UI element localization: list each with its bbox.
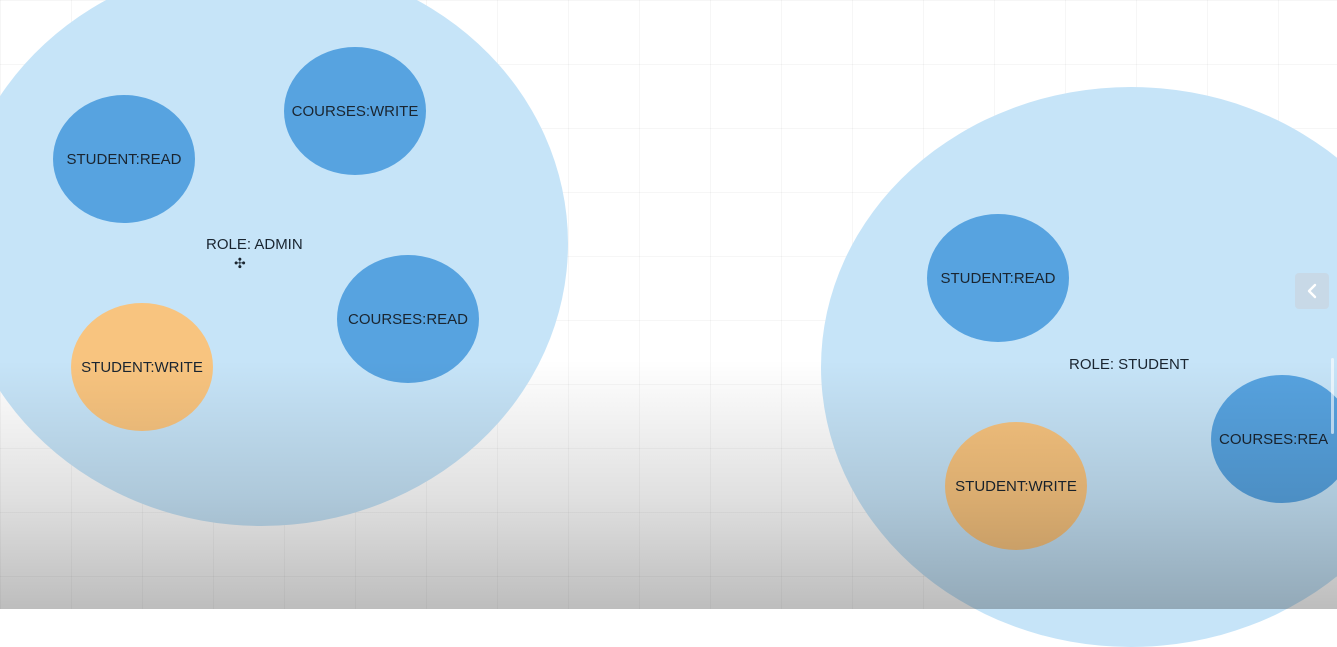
permission-student-read[interactable]: STUDENT:READ <box>53 95 195 223</box>
role-admin-label: ROLE: ADMIN <box>206 236 303 253</box>
collapse-panel-button[interactable] <box>1295 273 1329 309</box>
permission-student-read[interactable]: STUDENT:READ <box>927 214 1069 342</box>
permission-label: STUDENT:WRITE <box>81 358 203 376</box>
permission-student-write[interactable]: STUDENT:WRITE <box>71 303 213 431</box>
permission-courses-read[interactable]: COURSES:READ <box>337 255 479 383</box>
permission-student-write[interactable]: STUDENT:WRITE <box>945 422 1087 550</box>
permission-label: COURSES:READ <box>347 310 469 328</box>
scrollbar[interactable] <box>1331 358 1334 434</box>
chevron-left-icon <box>1307 283 1317 299</box>
move-icon[interactable]: ✣ <box>234 255 246 271</box>
permission-label: COURSES:WRITE <box>291 102 419 120</box>
permission-label: STUDENT:WRITE <box>955 477 1077 495</box>
role-student-label: ROLE: STUDENT <box>1069 356 1190 373</box>
permission-label: COURSES:REA <box>1219 430 1329 448</box>
role-student-circle[interactable] <box>821 87 1337 647</box>
permission-label: STUDENT:READ <box>66 150 182 168</box>
permission-courses-write[interactable]: COURSES:WRITE <box>284 47 426 175</box>
role-admin-circle[interactable] <box>0 0 568 526</box>
permission-courses-read[interactable]: COURSES:REA <box>1211 375 1337 503</box>
permission-label: STUDENT:READ <box>940 269 1056 287</box>
